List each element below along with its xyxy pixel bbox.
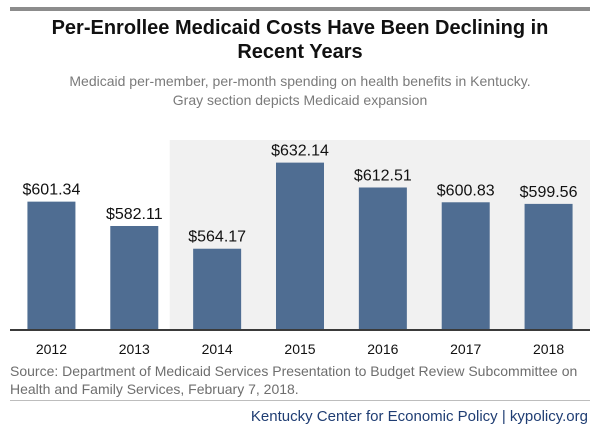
x-tick-2014: 2014	[202, 341, 233, 357]
subtitle-line-2: Gray section depicts Medicaid expansion	[172, 92, 428, 108]
top-rule	[10, 7, 590, 11]
bar-2015	[276, 162, 324, 330]
x-tick-2017: 2017	[450, 341, 481, 357]
x-tick-2015: 2015	[284, 341, 315, 357]
value-label-2015: $632.14	[271, 143, 329, 160]
value-label-2018: $599.56	[520, 184, 578, 201]
x-tick-2016: 2016	[367, 341, 398, 357]
x-tick-2012: 2012	[36, 341, 67, 357]
x-tick-2018: 2018	[533, 341, 564, 357]
x-tick-2013: 2013	[119, 341, 150, 357]
bar-2016	[358, 187, 407, 330]
chart-subtitle: Medicaid per-member, per-month spending …	[10, 72, 590, 110]
bar-2012	[27, 201, 76, 330]
bar-2013	[110, 225, 159, 330]
chart-title-line-1: Per-Enrollee Medicaid Costs Have Been De…	[51, 17, 549, 39]
bar-2018	[524, 203, 573, 330]
x-tick-labels-layer: 2012 2013 2014 2015 2016 2017 2018	[36, 341, 565, 357]
bars-layer	[27, 162, 573, 330]
value-label-2012: $601.34	[23, 182, 81, 199]
value-labels-layer: $601.34 $582.11 $564.17 $632.14 $612.51 $600.…	[23, 143, 578, 246]
bar-chart: $601.34 $582.11 $564.17 $632.14 $612.51 $600.…	[10, 140, 590, 357]
footer-rule	[10, 400, 590, 401]
value-label-2016: $612.51	[354, 167, 412, 184]
source-note: Source: Department of Medicaid Services …	[10, 362, 595, 398]
source-line-1: Source: Department of Medicaid Services …	[10, 363, 578, 379]
value-label-2014: $564.17	[188, 229, 246, 246]
subtitle-line-1: Medicaid per-member, per-month spending …	[69, 73, 531, 89]
value-label-2013: $582.11	[106, 206, 163, 223]
source-line-2: Health and Family Services, February 7, …	[10, 381, 299, 397]
value-label-2017: $600.83	[437, 182, 495, 199]
bar-2014	[193, 248, 242, 330]
footer-credit: Kentucky Center for Economic Policy | ky…	[250, 408, 588, 425]
bar-2017	[441, 202, 490, 330]
chart-title-line-2: Recent Years	[237, 41, 363, 63]
chart-title: Per-Enrollee Medicaid Costs Have Been De…	[10, 16, 590, 64]
